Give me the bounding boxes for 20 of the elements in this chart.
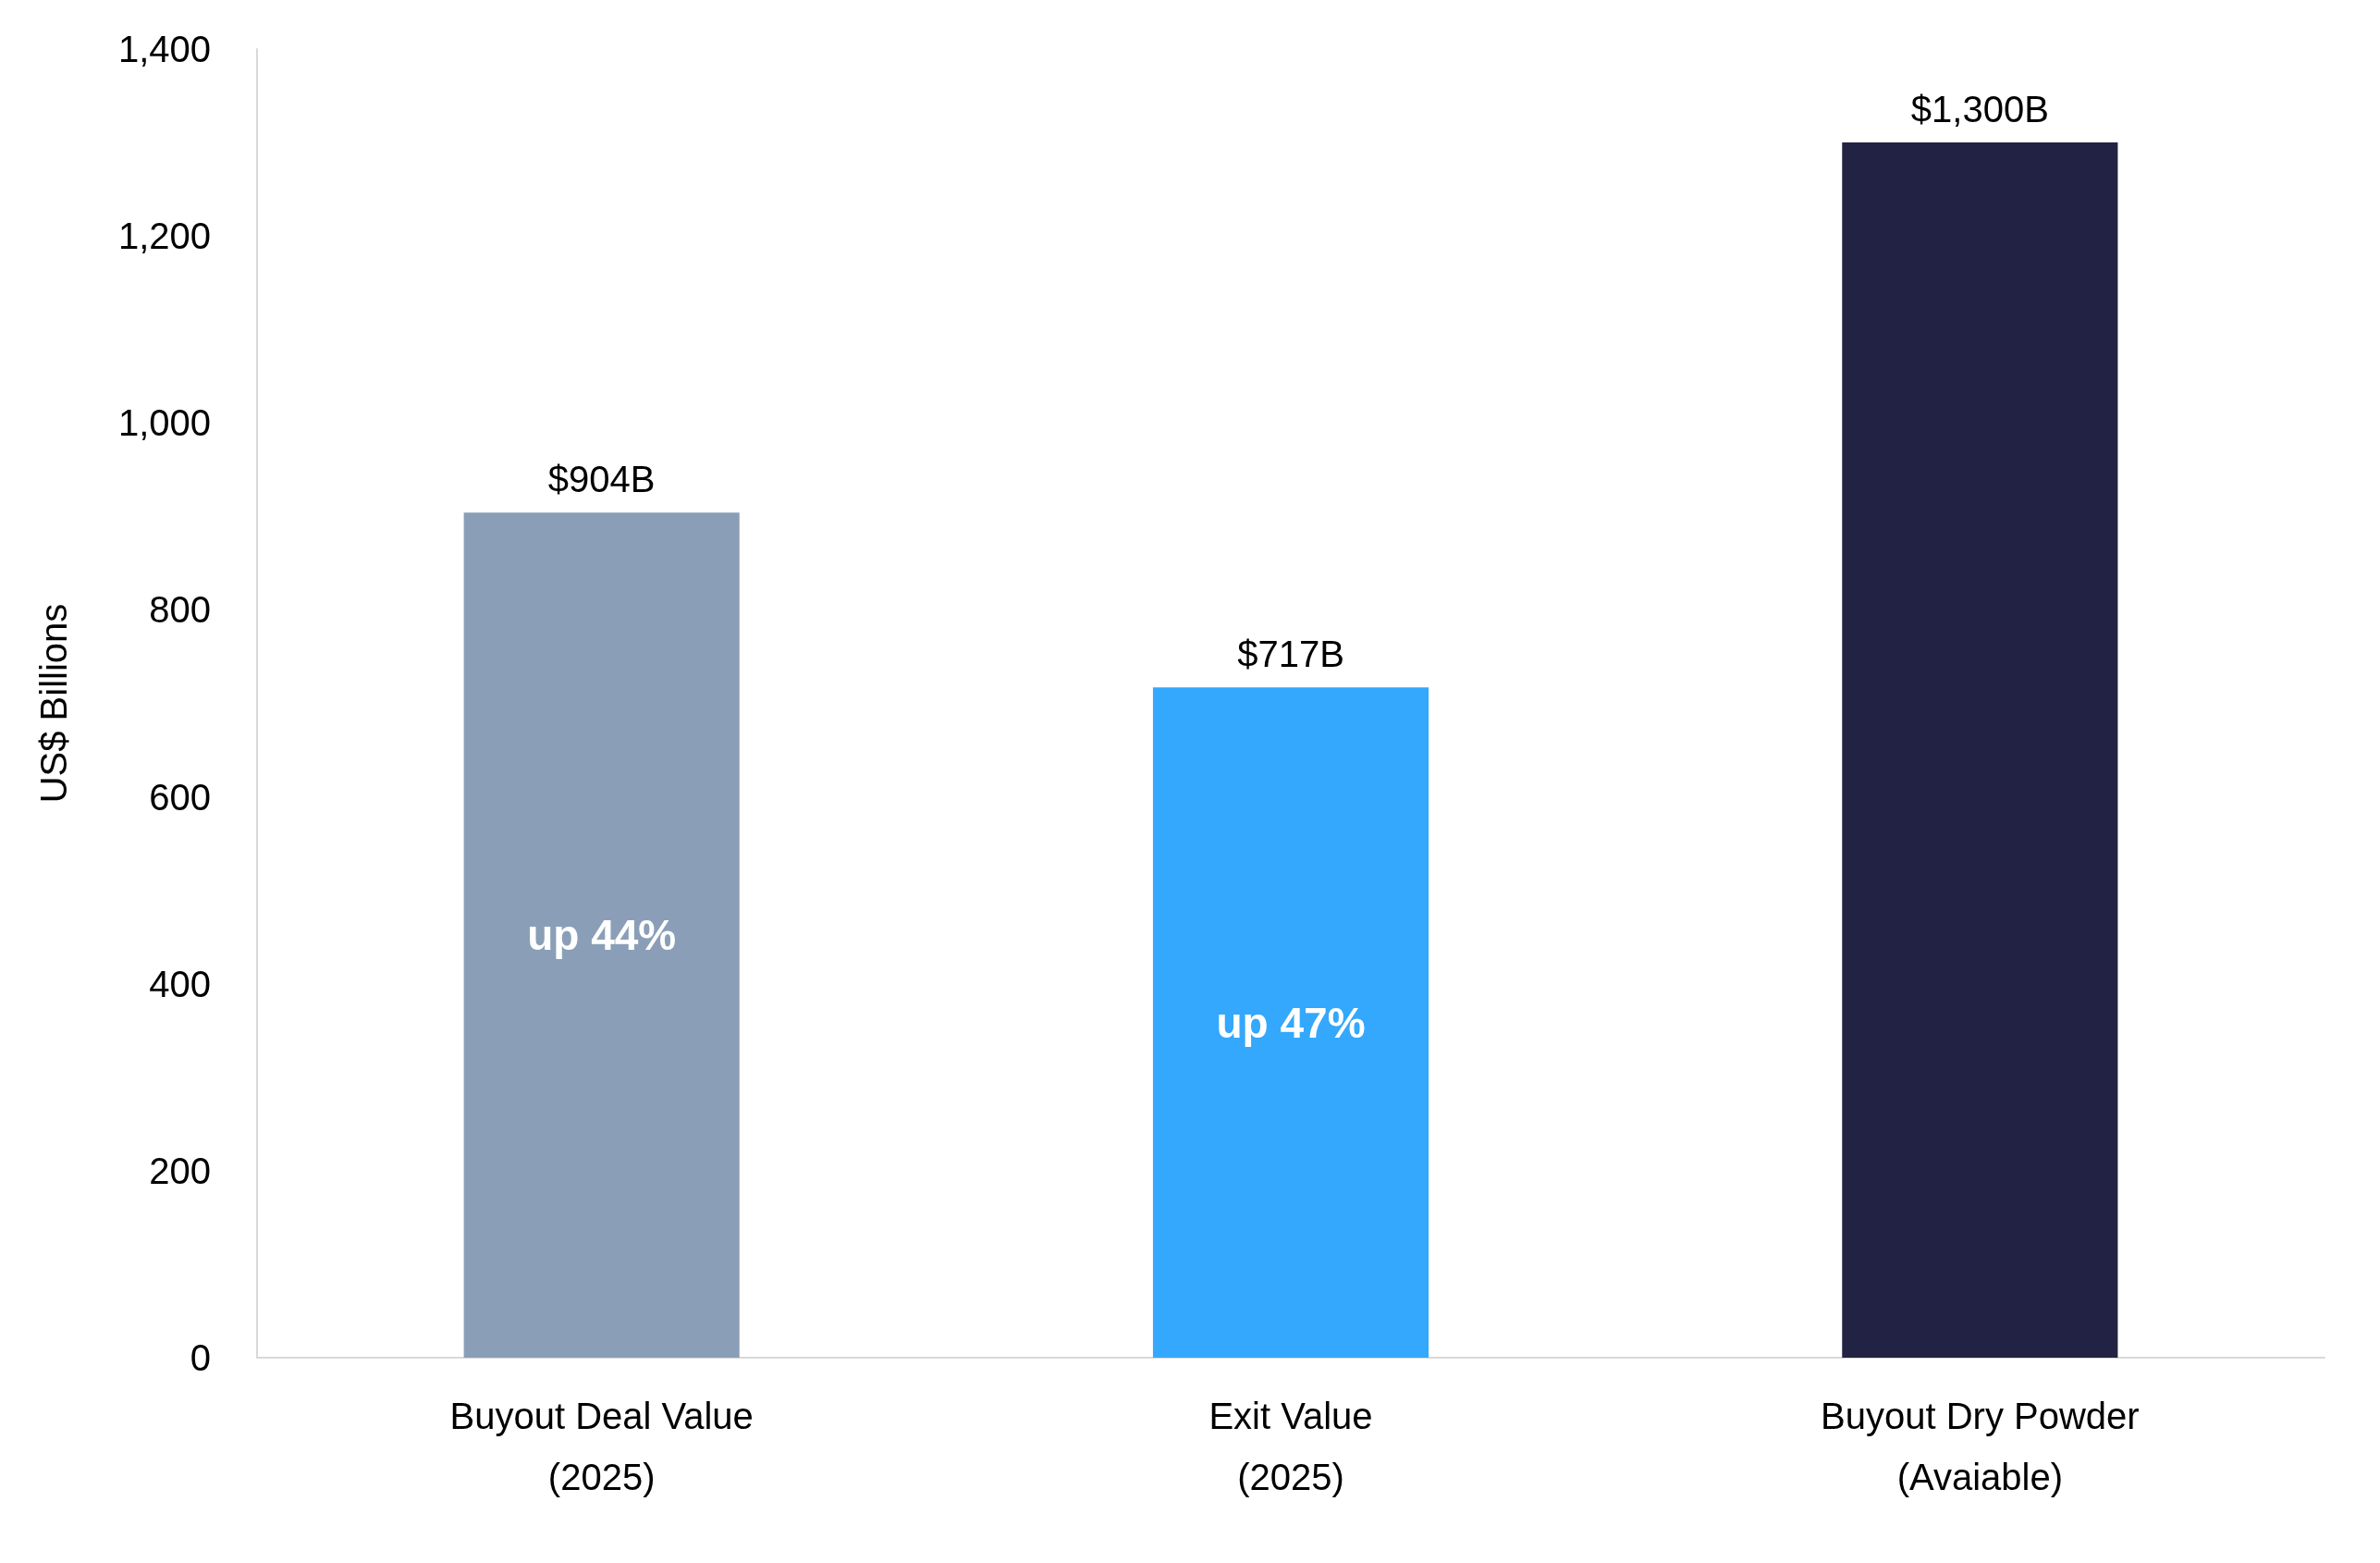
y-tick-label: 0 [190,1337,211,1378]
y-tick-label: 400 [149,963,211,1004]
bar [1842,142,2118,1358]
y-tick-label: 600 [149,776,211,818]
y-tick-label: 200 [149,1150,211,1191]
annotation: up 47% [1216,998,1366,1047]
x-tick-label: Buyout Dry Powder (Avaiable) [1821,1396,2140,1497]
y-tick-label: 1,000 [117,402,211,444]
x-tick-label: Buyout Deal Value (2025) [449,1396,754,1497]
y-tick-label: 800 [149,589,211,631]
y-axis-title: US$ Billions [33,603,74,804]
bar [463,512,740,1358]
data-label: $1,300B [1910,89,2049,130]
y-tick-label: 1,400 [117,29,211,69]
x-tick-label: Exit Value (2025) [1208,1396,1373,1497]
data-label: $717B [1237,634,1344,675]
data-label: $904B [547,459,656,500]
y-tick-label: 1,200 [117,215,211,257]
bar [1152,687,1429,1358]
annotation: up 44% [527,911,677,960]
